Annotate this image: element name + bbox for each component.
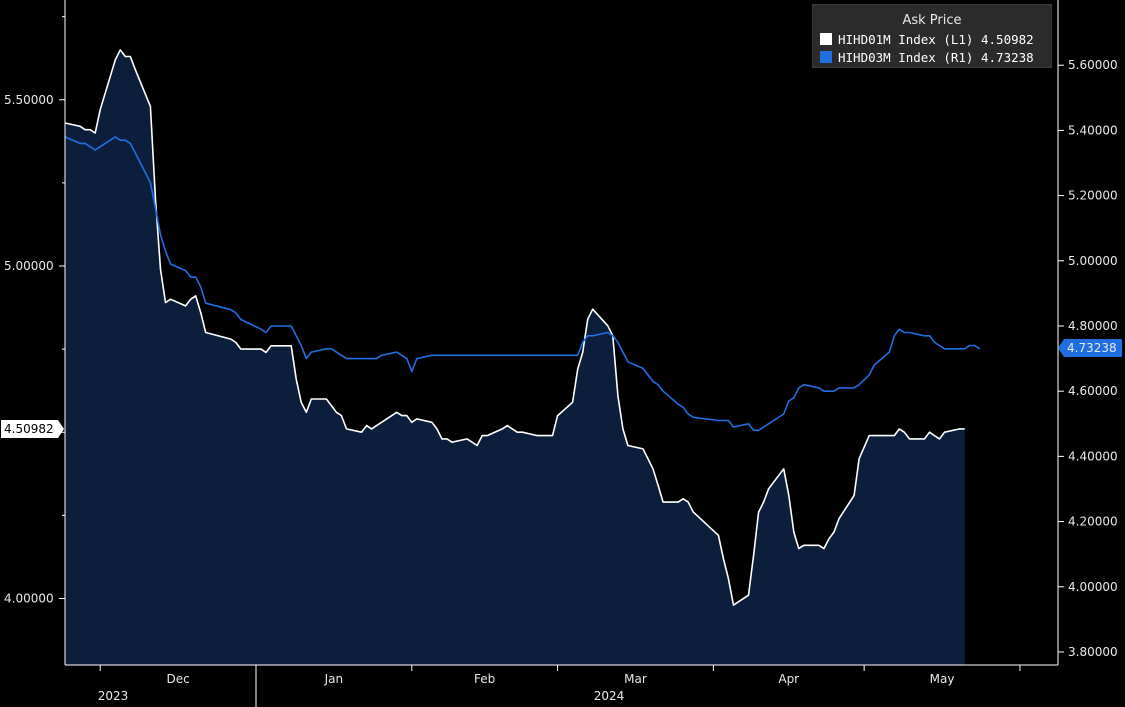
series-line-hihd01m bbox=[64, 49, 965, 606]
y-right-tick-label: 5.60000 bbox=[1068, 58, 1118, 72]
y-right-tick-label: 5.20000 bbox=[1068, 189, 1118, 203]
y-right-tick-label: 4.40000 bbox=[1068, 449, 1118, 463]
x-year-label-2024: 2024 bbox=[594, 689, 625, 703]
axis-labels: 5.500005.000004.500004.000005.600005.400… bbox=[1, 58, 1122, 703]
series-line-hihd03m bbox=[64, 136, 981, 432]
legend-swatch-blue bbox=[820, 51, 832, 63]
legend-label-hihd01m: HIHD01M Index (L1) 4.50982 bbox=[838, 31, 1034, 47]
plot-area bbox=[64, 49, 981, 665]
legend-item-hihd03m: HIHD03M Index (R1) 4.73238 bbox=[820, 49, 1034, 65]
last-value-text-right: 4.73238 bbox=[1067, 341, 1117, 355]
y-left-tick-label: 5.00000 bbox=[4, 259, 54, 273]
x-month-label: Apr bbox=[778, 672, 799, 686]
last-value-text-left: 4.50982 bbox=[4, 422, 54, 436]
y-right-tick-label: 4.60000 bbox=[1068, 384, 1118, 398]
x-month-label: Dec bbox=[166, 672, 189, 686]
last-value-tag-left bbox=[1, 419, 64, 438]
x-year-label-2023: 2023 bbox=[98, 689, 129, 703]
x-month-label: May bbox=[930, 672, 955, 686]
legend-label-hihd03m: HIHD03M Index (R1) 4.73238 bbox=[838, 49, 1034, 65]
y-right-tick-label: 3.80000 bbox=[1068, 645, 1118, 659]
legend-item-hihd01m: HIHD01M Index (L1) 4.50982 bbox=[820, 31, 1034, 47]
y-right-tick-label: 5.00000 bbox=[1068, 254, 1118, 268]
x-month-label: Mar bbox=[624, 672, 647, 686]
x-month-label: Feb bbox=[474, 672, 495, 686]
y-right-tick-label: 4.00000 bbox=[1068, 580, 1118, 594]
y-left-tick-label: 5.50000 bbox=[4, 93, 54, 107]
y-right-tick-label: 5.40000 bbox=[1068, 123, 1118, 137]
area-fill-hihd01m bbox=[65, 49, 965, 665]
legend-swatch-white bbox=[820, 33, 832, 45]
legend-title: Ask Price bbox=[902, 13, 962, 28]
x-month-label: Jan bbox=[324, 672, 344, 686]
axes bbox=[59, 0, 1064, 707]
y-right-tick-label: 4.80000 bbox=[1068, 319, 1118, 333]
y-right-tick-label: 4.20000 bbox=[1068, 515, 1118, 529]
y-left-tick-label: 4.00000 bbox=[4, 592, 54, 606]
legend: Ask Price HIHD01M Index (L1) 4.50982 HIH… bbox=[812, 4, 1052, 68]
last-value-tag-right bbox=[1058, 339, 1122, 358]
